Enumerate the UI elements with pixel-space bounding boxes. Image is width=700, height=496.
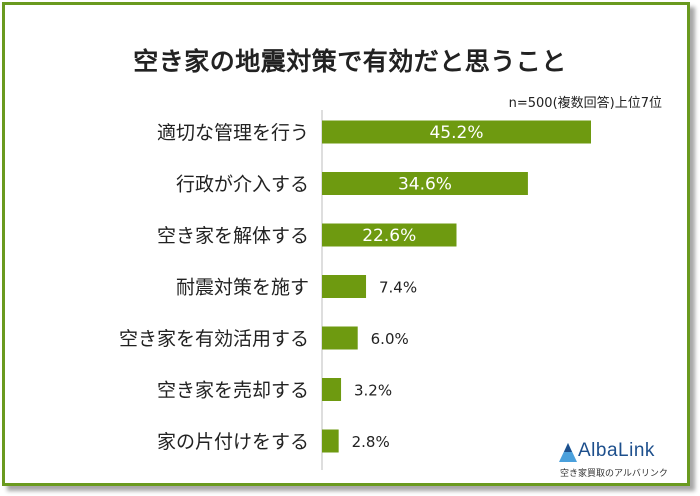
albalink-logo: AlbaLink 空き家買取のアルバリンク [558,440,678,480]
bar [322,120,591,144]
logo-name: AlbaLink [578,440,655,461]
data-label: 3.2% [354,382,392,400]
bar [322,429,339,453]
category-label: 空き家を売却する [157,380,309,402]
category-label: 空き家を有効活用する [119,328,309,350]
category-label: 行政が介入する [176,174,309,196]
data-label: 7.4% [379,279,417,297]
data-label: 6.0% [371,330,409,348]
category-label: 耐震対策を施す [176,277,309,299]
chart-subtitle: n=500(複数回答)上位7位 [508,96,662,111]
bar [322,378,342,401]
data-label: 45.2% [429,123,483,143]
data-label: 22.6% [362,226,416,246]
bar [322,223,457,247]
data-label: 2.8% [352,433,390,451]
chart-title: 空き家の地震対策で有効だと思うこと [133,47,567,76]
category-label: 適切な管理を行う [157,122,309,144]
category-label: 家の片付けをする [157,431,309,453]
albalink-mark-icon [559,443,577,462]
bar [322,172,528,195]
bar [322,326,358,350]
data-label: 34.6% [398,175,452,195]
category-label: 空き家を解体する [157,225,309,247]
logo-tagline: 空き家買取のアルバリンク [560,469,668,479]
bar [322,275,367,298]
